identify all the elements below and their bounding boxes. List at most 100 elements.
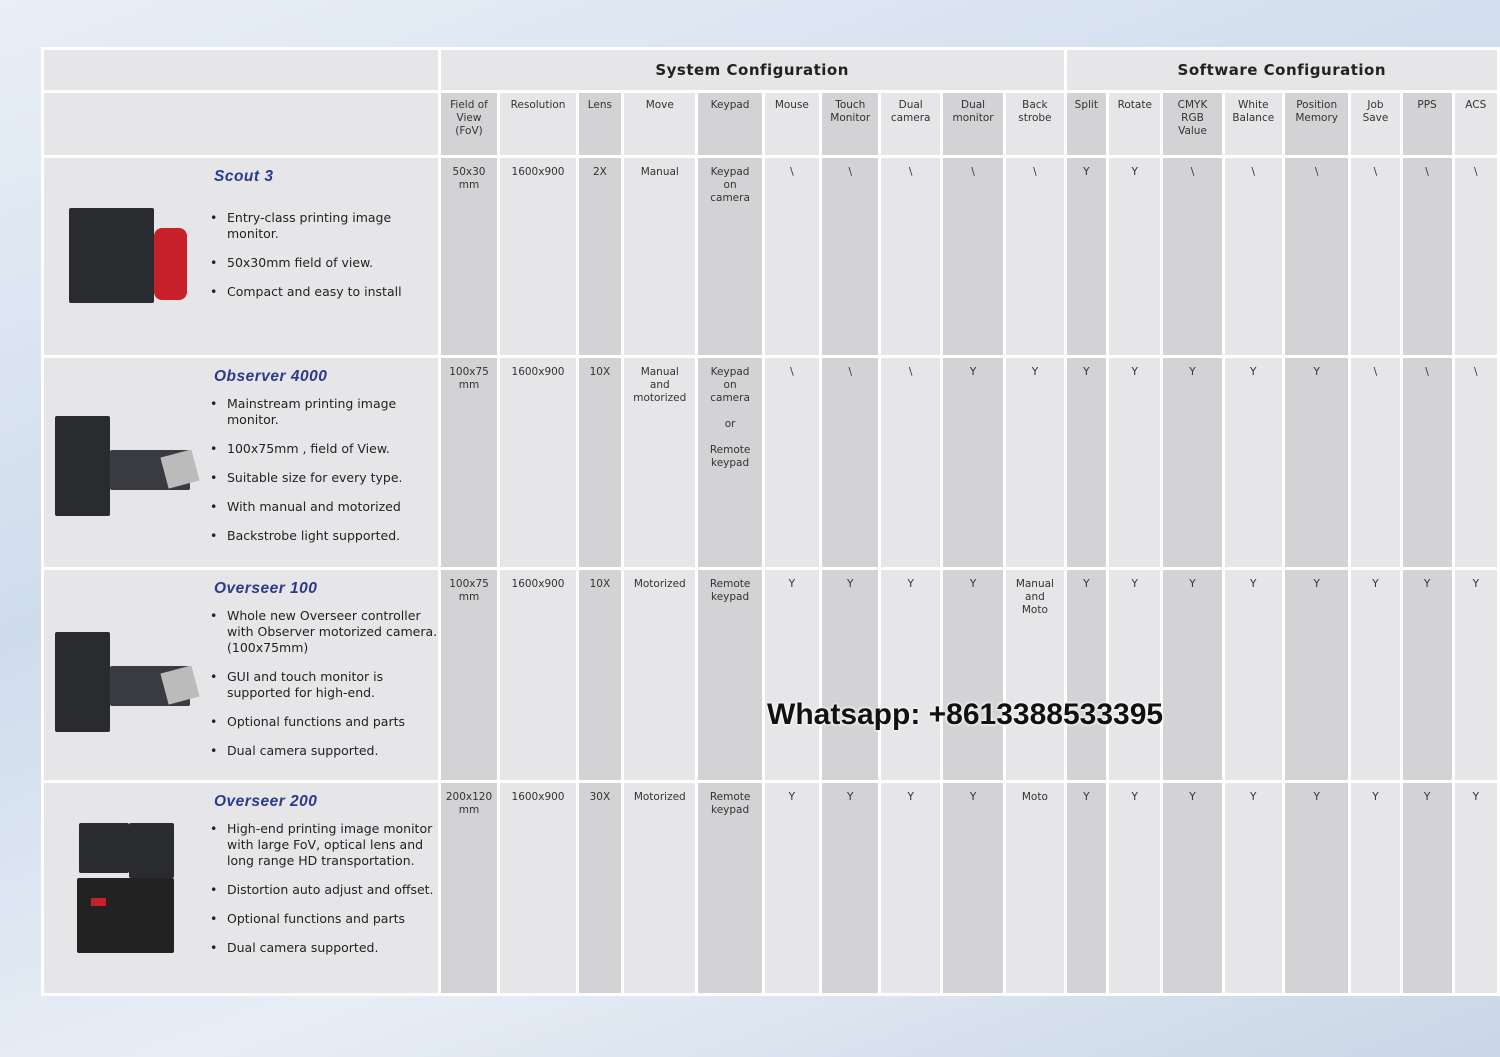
spec-cell: Y [1066,358,1107,567]
group-software: Software Configuration [1066,50,1497,90]
product-row: Observer 4000 Mainstream printing image m… [44,358,1497,567]
spec-cell: Y [1402,783,1452,993]
product-cell: Overseer 200High-end printing image moni… [44,783,438,993]
spec-cell: Y [1285,358,1349,567]
column-header: Resolution [500,93,576,155]
feature-item: Whole new Overseer controller with Obser… [210,608,446,656]
feature-item: Mainstream printing image monitor. [210,396,446,428]
spec-cell: 50x30 mm [440,158,498,355]
column-header: Rotate [1109,93,1161,155]
feature-item: High-end printing image monitor with lar… [210,821,446,869]
column-header: White Balance [1224,93,1283,155]
column-header: PPS [1402,93,1452,155]
spec-cell: Y [1109,358,1161,567]
feature-item: Suitable size for every type. [210,470,446,486]
spec-cell: Keypad on camera or Remote keypad [698,358,762,567]
spec-cell: Remote keypad [698,783,762,993]
spec-cell: Y [1066,158,1107,355]
spec-cell: Y [1109,570,1161,780]
spec-cell: \ [1224,158,1283,355]
spec-cell: 100x75 mm [440,570,498,780]
spec-cell: Y [1224,358,1283,567]
spec-cell: Y [881,570,940,780]
feature-list: Whole new Overseer controller with Obser… [210,608,446,772]
spec-cell: \ [1454,358,1497,567]
spec-cell: \ [1351,358,1400,567]
column-header: Lens [578,93,622,155]
column-header: Position Memory [1285,93,1349,155]
column-header: Job Save [1351,93,1400,155]
column-header: Move [624,93,696,155]
feature-item: Optional functions and parts [210,911,446,927]
feature-item: Distortion auto adjust and offset. [210,882,446,898]
spec-cell: \ [881,158,940,355]
spec-cell: \ [942,158,1004,355]
column-header: Touch Monitor [822,93,879,155]
spec-cell: Y [942,570,1004,780]
corner-cell [44,50,438,90]
product-cell: Overseer 100Whole new Overseer controlle… [44,570,438,780]
feature-list: High-end printing image monitor with lar… [210,821,446,969]
column-header: Mouse [764,93,820,155]
spec-cell: Y [1454,783,1497,993]
column-header: Dual camera [881,93,940,155]
spec-cell: Y [1109,783,1161,993]
group-system: System Configuration [440,50,1064,90]
spec-cell: Y [942,783,1004,993]
spec-cell: \ [1454,158,1497,355]
spec-cell: Y [1163,570,1222,780]
spec-cell: Y [1285,570,1349,780]
feature-item: 100x75mm , field of View. [210,441,446,457]
spec-cell: 30X [578,783,622,993]
spec-cell: Y [822,570,879,780]
spec-cell: 10X [578,358,622,567]
spec-cell: Y [764,783,820,993]
product-row: Overseer 200 High-end printing image moni… [44,783,1497,993]
corner-cell [44,93,438,155]
product-name: Observer 4000 [214,368,328,385]
spec-cell: \ [1402,158,1452,355]
spec-cell: \ [822,158,879,355]
spec-cell: Y [1066,570,1107,780]
column-header: Dual monitor [942,93,1004,155]
spec-cell: Y [1109,158,1161,355]
product-cell: Observer 4000Mainstream printing image m… [44,358,438,567]
spec-cell: Manual and motorized [624,358,696,567]
spec-cell: \ [1351,158,1400,355]
feature-item: 50x30mm field of view. [210,255,446,271]
spec-cell: 10X [578,570,622,780]
spec-cell: Moto [1006,783,1064,993]
feature-item: GUI and touch monitor is supported for h… [210,669,446,701]
feature-item: Compact and easy to install [210,284,446,300]
spec-cell: 1600x900 [500,158,576,355]
feature-item: Dual camera supported. [210,743,446,759]
spec-cell: Y [1351,783,1400,993]
product-name: Scout 3 [214,168,274,185]
spec-cell: Y [1163,783,1222,993]
spec-cell: Y [942,358,1004,567]
column-header: Field of View (FoV) [440,93,498,155]
feature-item: Dual camera supported. [210,940,446,956]
spec-cell: 2X [578,158,622,355]
column-header: Keypad [698,93,762,155]
product-row: Overseer 100 Whole new Overseer controlle… [44,570,1497,780]
spec-cell: Y [1006,358,1064,567]
product-cell: Scout 3Entry-class printing image monito… [44,158,438,355]
spec-cell: Keypad on camera [698,158,762,355]
spec-cell: Y [822,783,879,993]
spec-cell: Y [1163,358,1222,567]
spec-cell: \ [1402,358,1452,567]
spec-cell: \ [1285,158,1349,355]
column-header: CMYK RGB Value [1163,93,1222,155]
spec-cell: Y [764,570,820,780]
spec-cell: Motorized [624,570,696,780]
spec-cell: Y [1066,783,1107,993]
spec-cell: \ [1006,158,1064,355]
spec-cell: 200x120 mm [440,783,498,993]
feature-list: Mainstream printing image monitor. 100x75… [210,396,446,557]
comparison-table: System Configuration Software Configurat… [41,47,1500,996]
column-header: ACS [1454,93,1497,155]
product-name: Overseer 100 [214,580,318,597]
spec-cell: Y [1454,570,1497,780]
spec-cell: Y [1224,570,1283,780]
